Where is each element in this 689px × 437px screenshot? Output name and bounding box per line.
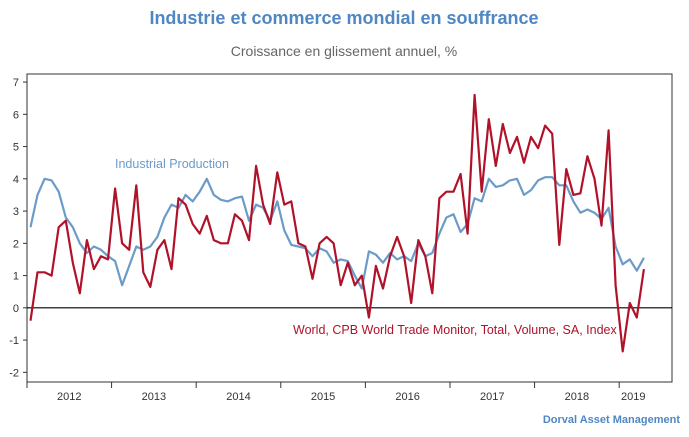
y-tick-label: 5: [13, 142, 19, 154]
series-line: [29, 176, 645, 290]
y-tick-label: 3: [13, 206, 19, 218]
y-tick-label: 4: [13, 174, 19, 186]
y-tick-label: -1: [9, 335, 19, 347]
plot-frame: [26, 73, 673, 383]
x-tick-label: 2019: [621, 391, 645, 403]
y-tick-label: 0: [13, 303, 19, 315]
y-tick-label: -2: [9, 367, 19, 379]
x-tick-label: 2012: [57, 391, 81, 403]
source: Dorval Asset Management: [543, 414, 680, 426]
x-tick-label: 2015: [311, 391, 335, 403]
x-tick-label: 2014: [226, 391, 250, 403]
x-tick-label: 2013: [142, 391, 166, 403]
x-tick-label: 2017: [480, 391, 504, 403]
y-tick-label: 1: [13, 271, 19, 283]
y-tick-label: 6: [13, 109, 19, 121]
series-label: World, CPB World Trade Monitor, Total, V…: [293, 323, 618, 337]
chart-subtitle: Croissance en glissement annuel, %: [231, 43, 457, 59]
y-tick-label: 7: [13, 77, 19, 89]
y-tick-label: 2: [13, 238, 19, 250]
x-tick-label: 2016: [395, 391, 419, 403]
chart-title: Industrie et commerce mondial en souffra…: [149, 8, 538, 28]
series-label: Industrial Production: [115, 157, 229, 171]
series-line: [29, 93, 645, 353]
x-tick-label: 2018: [565, 391, 589, 403]
